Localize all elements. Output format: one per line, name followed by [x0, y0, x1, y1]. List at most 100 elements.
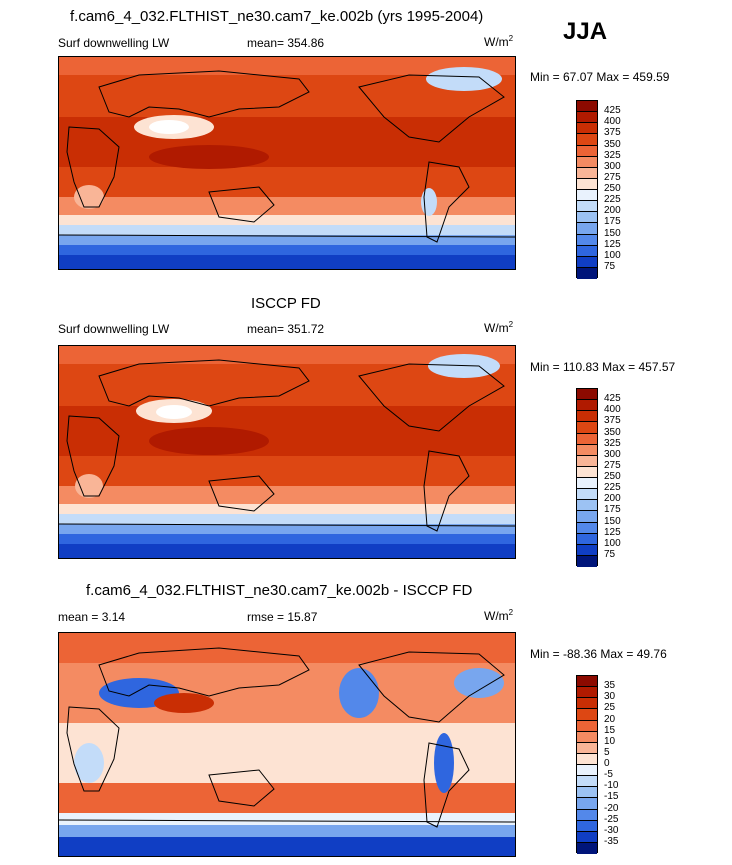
panel1-colorbar-cell	[577, 267, 597, 279]
panel3-units: W/m2	[484, 608, 514, 623]
panel3-colorbar-cell	[577, 765, 597, 777]
panel2-colorbar-label: 175	[604, 504, 621, 516]
panel1-colorbar-cell	[577, 123, 597, 135]
panel3-colorbar-cell	[577, 776, 597, 788]
panel2-colorbar-cell	[577, 544, 597, 556]
panel3-colorbar-label: 5	[604, 746, 610, 758]
panel2-minmax: Min = 110.83 Max = 457.57	[530, 360, 676, 374]
panel2-colorbar-label: 125	[604, 526, 621, 538]
panel1-colorbar-cell	[577, 112, 597, 124]
panel3-colorbar-label: 0	[604, 758, 610, 769]
panel2-coastlines	[59, 359, 515, 532]
panel2-colorbar-cell	[577, 533, 597, 545]
panel1-colorbar-label: 375	[604, 127, 621, 139]
panel3-colorbar-label: 20	[604, 713, 616, 725]
panel3-colorbar-label: 35	[604, 680, 616, 692]
panel1-colorbar-cell	[577, 256, 597, 268]
panel2-colorbar-label: 375	[604, 415, 621, 427]
panel1-minmax: Min = 67.07 Max = 459.59	[530, 70, 670, 84]
panel1-colorbar-label: 300	[604, 160, 621, 172]
panel2-colorbar-cell	[577, 389, 597, 401]
panel1-coastlines	[59, 70, 515, 243]
panel2-colorbar-cell	[577, 511, 597, 523]
panel1-variable: Surf downwelling LW	[58, 36, 170, 50]
panel1-colorbar-cell	[577, 245, 597, 257]
panel1-map	[58, 56, 516, 270]
panel2-colorbar-label: 425	[604, 393, 621, 405]
panel1-colorbar-label: 350	[604, 138, 621, 150]
panel1-colorbar-cell	[577, 145, 597, 157]
panel2-colorbar-label: 325	[604, 437, 621, 449]
panel1-colorbar-cell	[577, 101, 597, 113]
panel2-colorbar-cell	[577, 478, 597, 490]
panel3-colorbar-cell	[577, 831, 597, 843]
panel3-colorbar-cell	[577, 820, 597, 832]
panel2-colorbar-label: 400	[604, 404, 621, 416]
panel1-colorbar-label: 150	[604, 227, 621, 239]
panel3-colorbar-cell	[577, 687, 597, 699]
panel3-colorbar-label: 15	[604, 724, 616, 736]
panel2-colorbar-cell	[577, 500, 597, 512]
panel3-colorbar-cell	[577, 809, 597, 821]
panel1-colorbar-label: 225	[604, 194, 621, 206]
panel1-colorbar-cell	[577, 134, 597, 146]
panel3-colorbar-cell	[577, 698, 597, 710]
panel3-colorbar-label: -10	[604, 780, 619, 792]
panel2-colorbar-cell	[577, 522, 597, 534]
panel3-colorbar-cell	[577, 676, 597, 688]
panel3-colorbar-label: -25	[604, 813, 619, 825]
panel1-colorbar-label: 400	[604, 116, 621, 128]
panel1-map-svg	[59, 57, 515, 269]
panel2-colorbar-cell	[577, 555, 597, 567]
panel1-colorbar-cell	[577, 156, 597, 168]
panel2-colorbar	[576, 388, 598, 567]
panel3-colorbar-cell	[577, 742, 597, 754]
panel1-colorbar-label: 250	[604, 183, 621, 194]
panel1-colorbar-label: 325	[604, 149, 621, 161]
panel2-map	[58, 345, 516, 559]
panel1-colorbar-label: 425	[604, 105, 621, 117]
panel1-colorbar-label: 100	[604, 249, 621, 261]
panel3-colorbar-label: -30	[604, 824, 619, 836]
panel1-colorbar-label: 200	[604, 205, 621, 217]
panel1-colorbar	[576, 100, 598, 279]
panel2-mean: mean= 351.72	[247, 322, 325, 336]
panel2-colorbar-cell	[577, 400, 597, 412]
panel2-colorbar-label: 200	[604, 493, 621, 505]
panel1-colorbar-label: 275	[604, 171, 621, 183]
panel1-units: W/m2	[484, 34, 514, 49]
panel2-colorbar-label: 275	[604, 459, 621, 471]
panel2-colorbar-cell	[577, 433, 597, 445]
panel2-colorbar-label: 75	[604, 548, 616, 560]
panel3-minmax: Min = -88.36 Max = 49.76	[530, 647, 667, 661]
panel1-mean: mean= 354.86	[247, 36, 325, 50]
panel2-map-svg	[59, 346, 515, 558]
panel1-colorbar-label: 125	[604, 238, 621, 250]
panel3-title: f.cam6_4_032.FLTHIST_ne30.cam7_ke.002b -…	[86, 582, 473, 599]
panel3-colorbar-cell	[577, 787, 597, 799]
panel3-colorbar-label: -35	[604, 835, 619, 847]
panel1-colorbar-label: 175	[604, 216, 621, 228]
panel1-colorbar-cell	[577, 190, 597, 202]
panel1-colorbar-cell	[577, 212, 597, 224]
panel2-colorbar-label: 250	[604, 471, 621, 482]
panel3-colorbar-cell	[577, 798, 597, 810]
panel3-colorbar-label: -5	[604, 769, 613, 781]
panel2-colorbar-cell	[577, 411, 597, 423]
panel3-rmse: rmse = 15.87	[247, 610, 318, 624]
panel1-colorbar-cell	[577, 223, 597, 235]
panel3-coastlines	[59, 647, 515, 828]
panel2-colorbar-cell	[577, 444, 597, 456]
panel2-colorbar-cell	[577, 455, 597, 467]
panel3-colorbar-cell	[577, 720, 597, 732]
panel3-colorbar-label: 10	[604, 735, 616, 747]
panel2-colorbar-cell	[577, 422, 597, 434]
panel1-colorbar-cell	[577, 167, 597, 179]
panel3-colorbar	[576, 675, 598, 854]
panel2-title: ISCCP FD	[251, 295, 321, 312]
panel3-mean: mean = 3.14	[58, 610, 126, 624]
panel2-units: W/m2	[484, 320, 514, 335]
panel3-map-svg	[59, 633, 515, 856]
panel2-colorbar-label: 300	[604, 448, 621, 460]
panel3-colorbar-cell	[577, 731, 597, 743]
